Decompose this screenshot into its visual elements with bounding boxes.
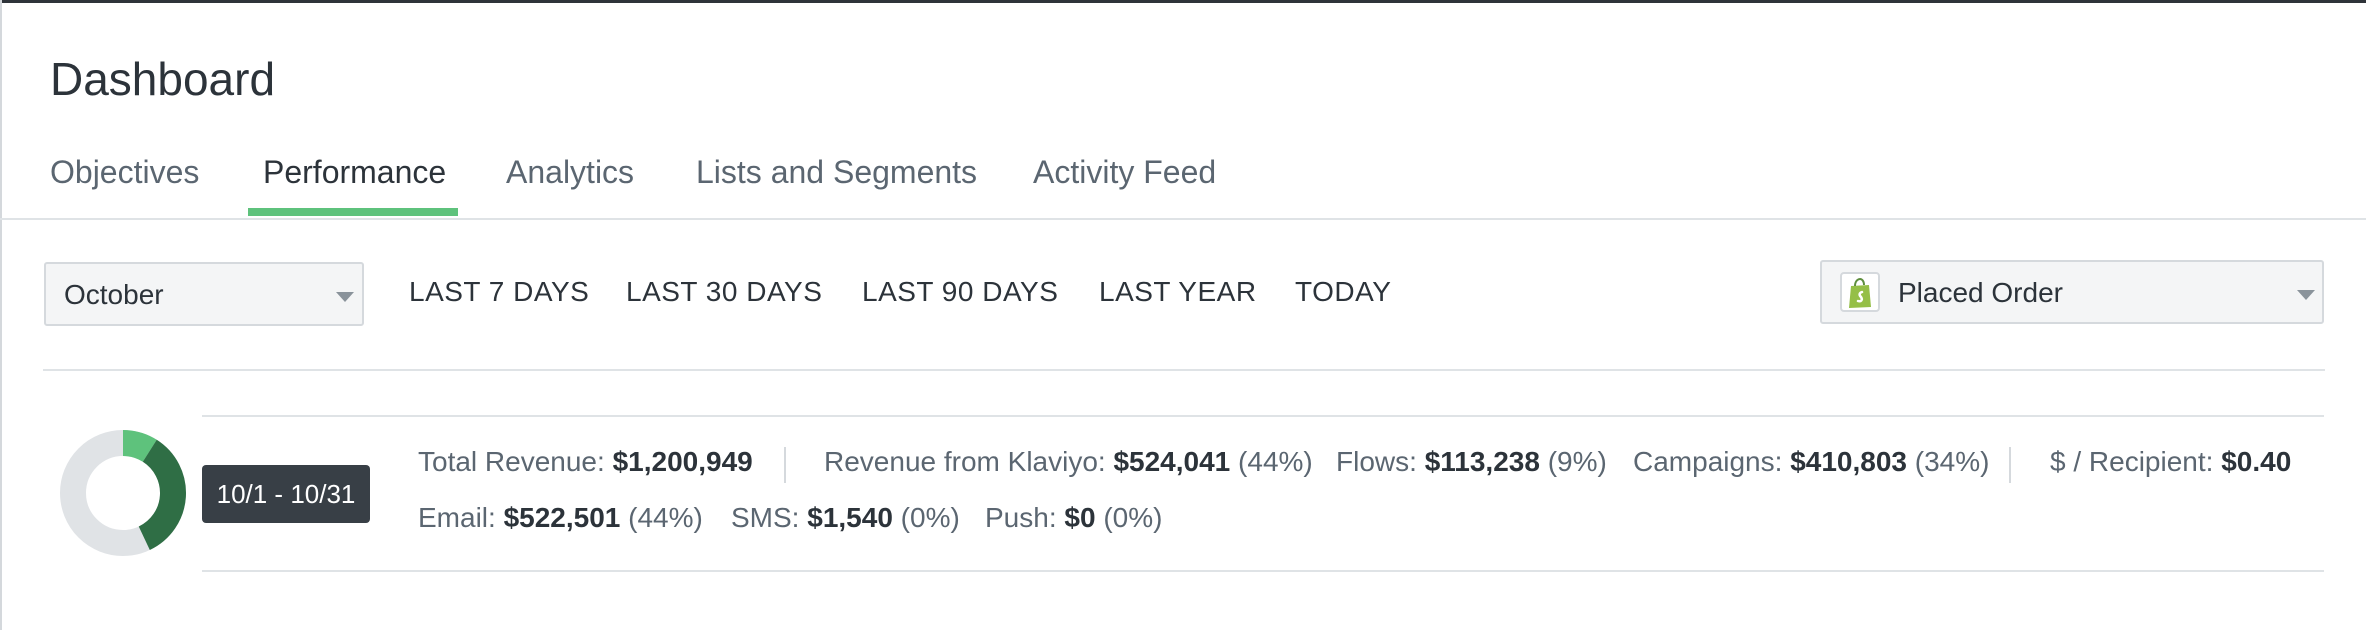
stat-sms: SMS: $1,540 (0%) — [731, 502, 960, 533]
filters-divider — [43, 369, 2325, 371]
range-last-90-days[interactable]: LAST 90 DAYS — [862, 276, 1059, 307]
tab-objectives[interactable]: Objectives — [50, 154, 200, 190]
stat-total-revenue: Total Revenue: $1,200,949 — [418, 446, 753, 477]
stat-flows: Flows: $113,238 (9%) — [1336, 446, 1607, 477]
range-last-30-days[interactable]: LAST 30 DAYS — [626, 276, 823, 307]
range-today[interactable]: TODAY — [1295, 276, 1392, 307]
tab-activity-feed[interactable]: Activity Feed — [1033, 154, 1217, 190]
revenue-donut-chart — [60, 430, 186, 556]
active-tab-indicator — [248, 208, 458, 216]
period-select-value: October — [64, 279, 164, 310]
tab-analytics[interactable]: Analytics — [506, 154, 635, 190]
donut-campaigns-segment — [138, 439, 186, 550]
tab-lists-and-segments[interactable]: Lists and Segments — [696, 154, 978, 190]
date-range-badge: 10/1 - 10/31 — [202, 465, 370, 523]
stats-row-primary: Total Revenue: $1,200,949 — [418, 446, 753, 478]
chevron-down-icon — [336, 292, 354, 302]
stat-campaigns: Campaigns: $410,803 (34%) — [1633, 446, 1990, 477]
stat-push: Push: $0 (0%) — [985, 502, 1163, 533]
stat-separator — [2009, 447, 2011, 483]
stat-revenue-per-recipient: $ / Recipient: $0.40 — [2050, 446, 2292, 477]
summary-top-divider — [202, 415, 2324, 417]
stat-separator — [784, 447, 786, 483]
metric-select-value: Placed Order — [1898, 277, 2063, 308]
tab-performance[interactable]: Performance — [263, 154, 447, 190]
range-last-7-days[interactable]: LAST 7 DAYS — [409, 276, 590, 307]
page-title: Dashboard — [50, 53, 276, 105]
range-last-year[interactable]: LAST YEAR — [1099, 276, 1257, 307]
stat-revenue-from-klaviyo: Revenue from Klaviyo: $524,041 (44%) — [824, 446, 1313, 477]
donut-flows-segment — [122, 430, 157, 463]
stat-email: Email: $522,501 (44%) — [418, 502, 703, 533]
window-left-border — [0, 0, 2, 630]
chevron-down-icon — [2297, 290, 2315, 300]
shopify-bag-icon — [1840, 272, 1880, 312]
tab-bar: Objectives Performance Analytics Lists a… — [0, 150, 2366, 220]
window-top-border — [0, 0, 2366, 3]
metric-select[interactable]: Placed Order — [1820, 260, 2324, 324]
summary-bottom-divider — [202, 570, 2324, 572]
period-select[interactable]: October — [44, 262, 364, 326]
